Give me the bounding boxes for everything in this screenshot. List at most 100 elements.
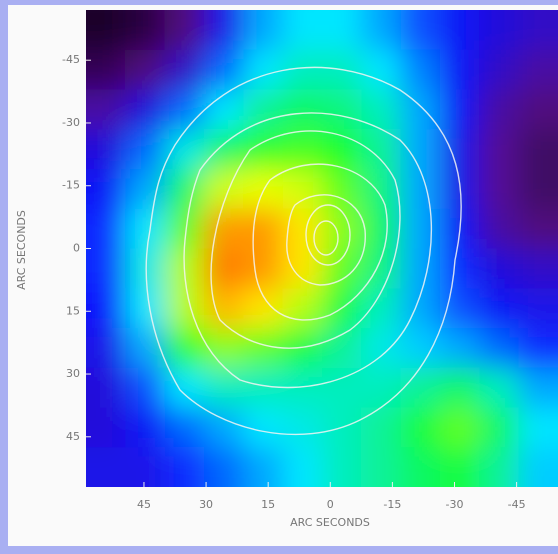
heatmap-cell [361, 328, 401, 369]
heatmap-cell [283, 249, 323, 290]
heatmap-cell [243, 328, 283, 369]
heatmap-cell [479, 368, 519, 409]
heatmap-cell [322, 209, 362, 250]
heatmap-cell [165, 90, 205, 131]
heatmap-cell [243, 209, 283, 250]
heatmap-cell [283, 288, 323, 329]
heatmap-cell [125, 50, 165, 91]
heatmap-cell [519, 368, 558, 409]
y-tick-label: 45 [66, 430, 80, 443]
heatmap-cell [204, 408, 244, 449]
heatmap-cell [243, 129, 283, 170]
heatmap-cell [440, 408, 480, 449]
heatmap-cell [519, 249, 558, 290]
x-tick-label: 15 [261, 498, 275, 511]
heatmap-cell [479, 50, 519, 91]
heatmap-cell [283, 90, 323, 131]
heatmap-cell [519, 408, 558, 449]
heatmap-cell [361, 408, 401, 449]
heatmap-cell [519, 328, 558, 369]
x-tick-label: -15 [383, 498, 401, 511]
y-tick-label: -45 [62, 53, 80, 66]
y-tick-label: -30 [62, 116, 80, 129]
heatmap-cell [125, 368, 165, 409]
heatmap-cell [440, 328, 480, 369]
heatmap-cell [519, 90, 558, 131]
heatmap-cell [283, 169, 323, 210]
heatmap-cell [322, 90, 362, 131]
heatmap-cell [479, 408, 519, 449]
x-tick-label: 30 [199, 498, 213, 511]
heatmap-cell [440, 90, 480, 131]
heatmap-cell [204, 249, 244, 290]
x-axis-label: ARC SECONDS [290, 516, 370, 529]
heatmap-cell [125, 288, 165, 329]
x-tick-label: -30 [446, 498, 464, 511]
heatmap-cell [204, 50, 244, 91]
heatmap-cell [519, 209, 558, 250]
heatmap-cell [519, 129, 558, 170]
heatmap-cell [519, 288, 558, 329]
y-axis-label: ARC SECONDS [15, 210, 28, 290]
heatmap-cell [204, 90, 244, 131]
x-tick-label: 45 [137, 498, 151, 511]
y-tick-label: 0 [73, 242, 80, 255]
heatmap-cell [165, 328, 205, 369]
heatmap-cell [243, 288, 283, 329]
heatmap-cell [204, 368, 244, 409]
heatmap-cell [479, 288, 519, 329]
page: ARC SECONDS ARC SECONDS 45 30 15 0 -15 -30 -45… [0, 0, 558, 554]
heatmap-cell [401, 169, 441, 210]
heatmap-cell [283, 50, 323, 91]
heatmap-cell [519, 50, 558, 91]
heatmap-cell [440, 129, 480, 170]
heatmap-cell [243, 249, 283, 290]
y-tick-label: -15 [62, 179, 80, 192]
heatmap-cell [401, 129, 441, 170]
heatmap-cell [401, 209, 441, 250]
chart: ARC SECONDS ARC SECONDS 45 30 15 0 -15 -30 -45… [0, 0, 558, 554]
x-tick-label: -45 [508, 498, 526, 511]
heatmap-cell [165, 288, 205, 329]
heatmap-cell [401, 328, 441, 369]
heatmap-cell [204, 169, 244, 210]
heatmap-cell [479, 209, 519, 250]
heatmap-cell [361, 288, 401, 329]
heatmap-cell [401, 90, 441, 131]
heatmap-cell [440, 368, 480, 409]
heatmap-cell [361, 129, 401, 170]
heatmap-cell [243, 368, 283, 409]
heatmap-cell [165, 50, 205, 91]
heatmap-cell [165, 408, 205, 449]
heatmap-cell [479, 90, 519, 131]
plot-area [56, 0, 558, 518]
heatmap-cell [361, 169, 401, 210]
heatmap-cell [519, 169, 558, 210]
heatmap-cell [401, 50, 441, 91]
heatmap-cell [125, 129, 165, 170]
heatmap-cell [479, 169, 519, 210]
heatmap-cell [479, 249, 519, 290]
heatmap-cell [125, 169, 165, 210]
heatmap-cell [125, 408, 165, 449]
heatmap-cell [243, 90, 283, 131]
heatmap-cell [243, 50, 283, 91]
heatmap-cell [165, 169, 205, 210]
y-tick-label: 30 [66, 367, 80, 380]
heatmap-cell [125, 209, 165, 250]
heatmap-cell [204, 288, 244, 329]
y-tick-label: 15 [66, 304, 80, 317]
heatmap-cell [283, 209, 323, 250]
heatmap-cell [361, 90, 401, 131]
heatmap-cell [165, 129, 205, 170]
heatmap-cell [322, 368, 362, 409]
heatmap-cell [361, 50, 401, 91]
heatmap-cell [479, 328, 519, 369]
heatmap-cell [401, 408, 441, 449]
heatmap-cell [479, 129, 519, 170]
heatmap-cell [401, 368, 441, 409]
heatmap [56, 0, 558, 518]
heatmap-cell [204, 209, 244, 250]
x-tick-label: 0 [327, 498, 334, 511]
heatmap-cell [204, 129, 244, 170]
